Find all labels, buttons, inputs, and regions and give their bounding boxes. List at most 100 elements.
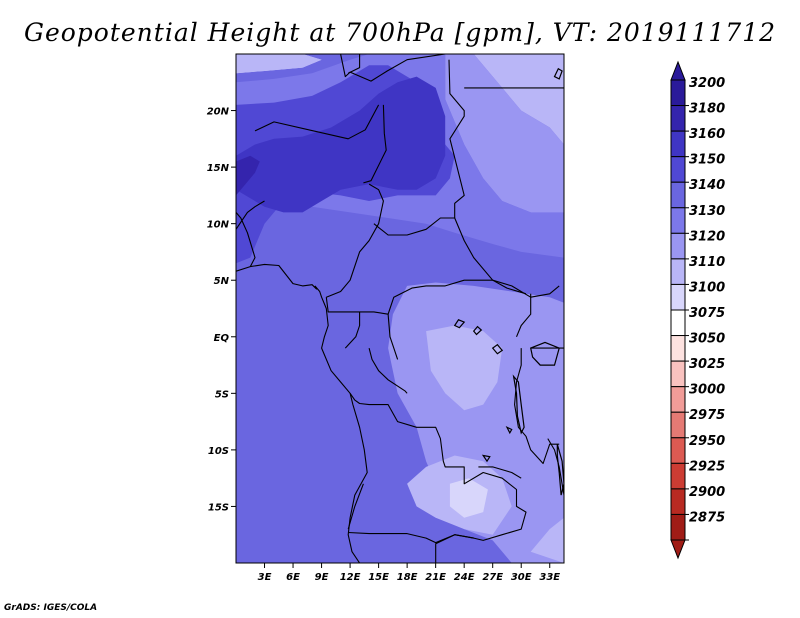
colorbar-swatch <box>670 411 686 439</box>
lon-tick-label: 18E <box>397 572 418 583</box>
lat-tick-label: 5N <box>214 276 230 287</box>
border-line <box>448 59 465 218</box>
height-region <box>445 54 564 218</box>
colorbar-swatch <box>670 360 686 388</box>
height-region <box>236 54 322 74</box>
colorbar-swatch <box>670 181 686 209</box>
colorbar-label: 2875 <box>689 510 725 525</box>
colorbar-bottom-arrow <box>670 539 686 560</box>
border-line <box>368 347 408 394</box>
colorbar-label: 3100 <box>689 280 725 295</box>
border-line <box>236 200 265 230</box>
lon-tick-label: 9E <box>315 572 329 583</box>
border-line <box>236 212 256 267</box>
border-line <box>340 54 446 82</box>
map-title: Geopotential Height at 700hPa [gpm], VT:… <box>23 18 777 47</box>
lake-outline <box>472 325 483 336</box>
border-line <box>515 293 532 338</box>
lake-outline <box>491 343 504 355</box>
colorbar-label: 3000 <box>689 383 725 398</box>
lon-tick-label: 3E <box>258 572 272 583</box>
colorbar-label: 3150 <box>689 153 725 168</box>
grads-credit: GrADS: IGES/COLA <box>4 603 98 613</box>
lon-tick-label: 6E <box>286 572 300 583</box>
colorbar-label: 2925 <box>689 459 725 474</box>
lat-tick-label: 10N <box>207 220 230 231</box>
lon-tick-label: 33E <box>539 572 560 583</box>
colorbar-label: 3130 <box>689 204 725 219</box>
colorbar-swatch <box>670 309 686 337</box>
colorbar-label: 3160 <box>689 127 725 142</box>
lon-tick-label: 24E <box>454 572 475 583</box>
colorbar-label: 3180 <box>689 102 725 117</box>
lake-outline <box>505 426 513 435</box>
colorbar-swatch <box>670 258 686 285</box>
colorbar-label: 2950 <box>689 434 725 449</box>
lake-outline <box>556 444 564 496</box>
colorbar-label: 3140 <box>689 178 725 193</box>
colorbar-label: 2975 <box>689 408 725 423</box>
height-contour-fills <box>236 54 564 563</box>
border-line <box>347 54 361 74</box>
border-line <box>547 438 564 496</box>
colorbar-swatch <box>670 437 686 464</box>
colorbar-label: 3075 <box>689 306 725 321</box>
border-line <box>363 104 387 184</box>
lat-tick-label: 5S <box>215 389 229 400</box>
border-line <box>347 483 364 530</box>
border-line <box>349 392 527 563</box>
colorbar-swatch <box>670 79 686 107</box>
lake-outline <box>453 319 466 329</box>
lakes <box>453 67 564 496</box>
border-line <box>326 183 384 298</box>
border-line <box>236 263 318 290</box>
colorbar-label: 2900 <box>689 485 725 500</box>
lake-outline <box>530 341 560 366</box>
border-line <box>514 348 560 465</box>
lat-tick-label: 20N <box>207 107 230 118</box>
border-line <box>314 285 368 563</box>
border-line <box>254 104 380 140</box>
colorbar-swatch <box>670 156 686 183</box>
lake-outline <box>512 374 525 435</box>
lat-tick-label: 15S <box>208 502 229 513</box>
height-region <box>236 76 446 213</box>
lake-outline <box>481 454 491 463</box>
border-line <box>478 466 522 479</box>
colorbar-swatch <box>670 283 686 311</box>
colorbar-swatch <box>670 488 686 515</box>
colorbar-swatch <box>670 130 686 158</box>
lat-tick-label: 15N <box>207 163 230 174</box>
lon-tick-label: 30E <box>511 572 532 583</box>
border-line <box>387 314 399 360</box>
height-region <box>426 325 503 411</box>
border-line <box>348 531 474 544</box>
lat-tick-label: EQ <box>214 333 230 344</box>
colorbar-label: 3050 <box>689 332 725 347</box>
lake-outline <box>553 67 563 80</box>
colorbar-swatch <box>670 232 686 260</box>
colorbar-swatch <box>670 105 686 132</box>
colorbar-label: 3110 <box>689 255 725 270</box>
height-region <box>236 155 260 196</box>
height-region <box>473 54 564 145</box>
colorbar-top-arrow <box>670 60 686 81</box>
colorbar-label: 3120 <box>689 229 725 244</box>
colorbar-swatch <box>670 513 686 541</box>
lat-axis: 20N 15N 10N 5N EQ 5S 10S 15S <box>207 107 236 513</box>
colorbar-label: 3025 <box>689 357 725 372</box>
colorbar-swatch <box>670 386 686 413</box>
border-line <box>344 311 361 349</box>
colorbar-swatch <box>670 207 686 234</box>
map-frame <box>235 53 565 564</box>
border-line <box>325 279 527 315</box>
height-region <box>449 478 488 518</box>
colorbar-swatch <box>670 335 686 362</box>
lon-tick-label: 15E <box>368 572 389 583</box>
lon-tick-label: 12E <box>340 572 361 583</box>
lon-tick-label: 21E <box>425 572 446 583</box>
lat-tick-label: 10S <box>208 446 229 457</box>
height-region <box>530 517 564 563</box>
